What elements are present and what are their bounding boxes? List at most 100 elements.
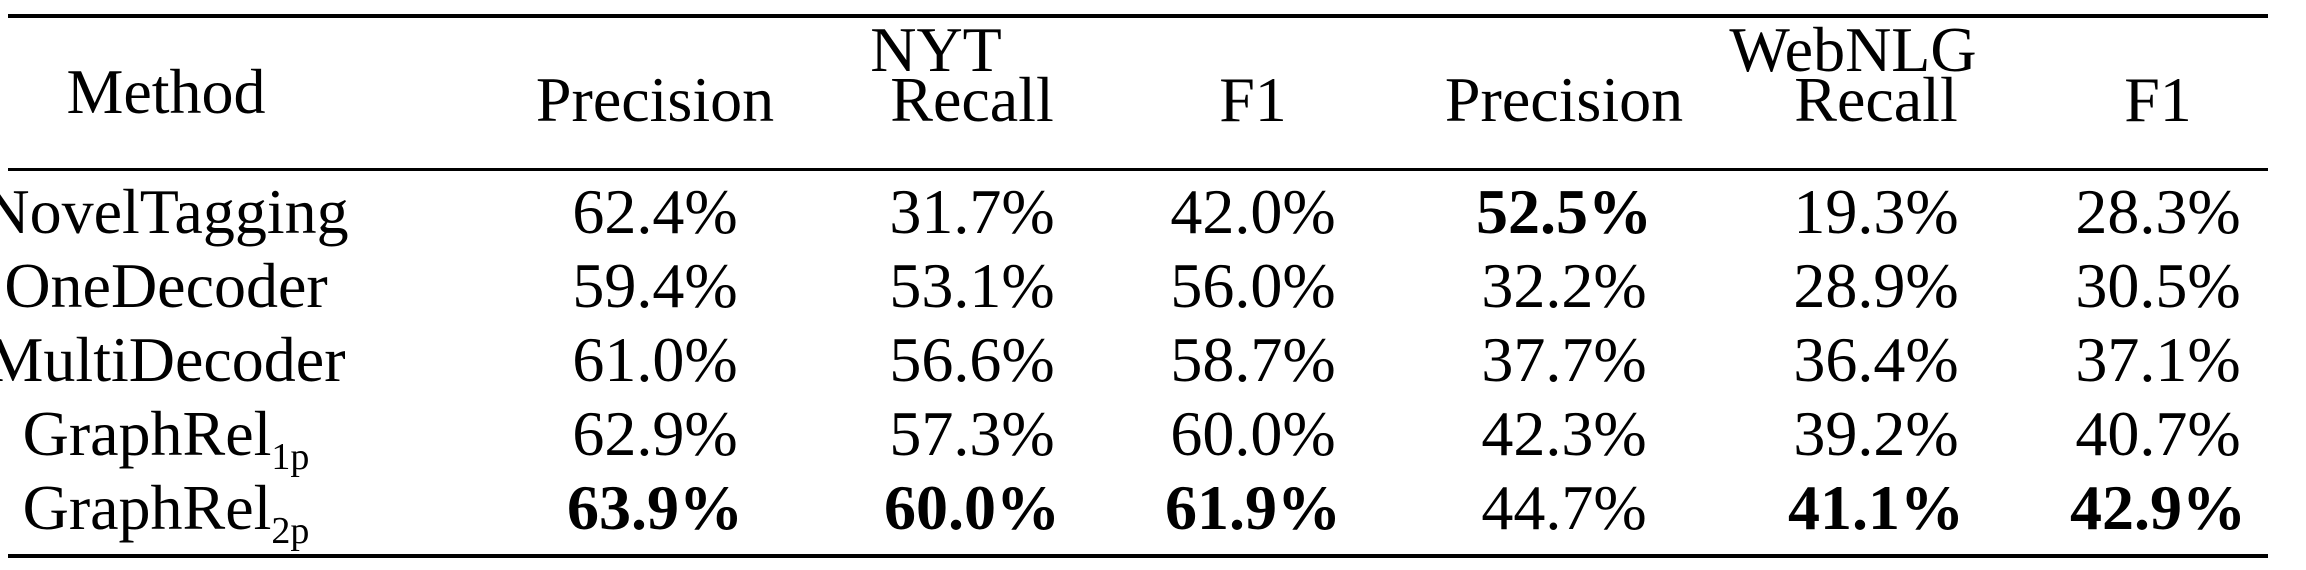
group-header-webnlg: WebNLG	[1729, 14, 1977, 85]
method-name: GraphRel1p	[23, 402, 310, 477]
percent-sign: %	[679, 472, 743, 543]
percent-sign: %	[2182, 472, 2246, 543]
percent-sign: %	[1282, 250, 1336, 321]
table-cell: 40.7%	[2075, 402, 2240, 466]
method-name-subscript: 2p	[271, 510, 310, 552]
table-cell: 37.7%	[1481, 328, 1646, 392]
cell-value: 19.3	[1793, 176, 1906, 247]
cell-value: 56.0	[1170, 250, 1283, 321]
metric-header-precision: Precision	[535, 64, 775, 135]
percent-sign: %	[1277, 472, 1341, 543]
cell-value: 57.3	[889, 398, 1002, 469]
metric-header-precision: Precision	[1444, 64, 1684, 135]
table-cell: 19.3%	[1793, 180, 1958, 244]
percent-sign: %	[684, 250, 738, 321]
table-cell: 57.3%	[889, 402, 1054, 466]
percent-sign: %	[1905, 398, 1959, 469]
group-header-nyt: NYT	[870, 14, 1002, 85]
table-cell: 36.4%	[1793, 328, 1958, 392]
percent-sign: %	[1001, 324, 1055, 395]
percent-sign: %	[996, 472, 1060, 543]
percent-sign: %	[2187, 176, 2241, 247]
percent-sign: %	[1905, 324, 1959, 395]
method-name-text: GraphRel	[22, 472, 272, 543]
method-name-text: GraphRel	[22, 398, 272, 469]
percent-sign: %	[1593, 324, 1647, 395]
metric-header-recall: Recall	[890, 64, 1054, 135]
method-name-text: OneDecoder	[4, 250, 328, 321]
table-cell: 42.3%	[1481, 402, 1646, 466]
table-header-rule	[8, 168, 2268, 171]
cell-value: 59.4	[572, 250, 685, 321]
cell-value: 56.6	[889, 324, 1002, 395]
cell-value: 53.1	[889, 250, 1002, 321]
cell-value: 60.0	[884, 472, 996, 543]
cell-value: 52.5	[1476, 176, 1588, 247]
table-cell: 60.0%	[884, 476, 1060, 540]
table-cell: 58.7%	[1170, 328, 1335, 392]
method-name: MultiDecoder	[0, 328, 346, 392]
table-cell: 41.1%	[1788, 476, 1964, 540]
table-cell: 52.5%	[1476, 180, 1652, 244]
cell-value: 61.9	[1165, 472, 1277, 543]
cell-value: 62.4	[572, 176, 685, 247]
percent-sign: %	[2187, 324, 2241, 395]
cell-value: 36.4	[1793, 324, 1906, 395]
cell-value: 40.7	[2075, 398, 2188, 469]
table-cell: 31.7%	[889, 180, 1054, 244]
cell-value: 60.0	[1170, 398, 1283, 469]
percent-sign: %	[684, 176, 738, 247]
table-cell: 60.0%	[1170, 402, 1335, 466]
cell-value: 37.1	[2075, 324, 2188, 395]
table-cell: 42.9%	[2070, 476, 2246, 540]
cell-value: 41.1	[1788, 472, 1900, 543]
percent-sign: %	[1001, 250, 1055, 321]
table-cell: 39.2%	[1793, 402, 1958, 466]
metric-header-recall: Recall	[1794, 64, 1958, 135]
cell-value: 63.9	[567, 472, 679, 543]
cell-value: 58.7	[1170, 324, 1283, 395]
percent-sign: %	[1588, 176, 1652, 247]
cell-value: 42.9	[2070, 472, 2182, 543]
table-cell: 59.4%	[572, 254, 737, 318]
method-name-text: MultiDecoder	[0, 324, 346, 395]
table-cell: 28.9%	[1793, 254, 1958, 318]
method-name-subscript: 1p	[271, 436, 310, 478]
cell-value: 42.3	[1481, 398, 1594, 469]
table-cell: 61.9%	[1165, 476, 1341, 540]
percent-sign: %	[1282, 176, 1336, 247]
cell-value: 62.9	[572, 398, 685, 469]
percent-sign: %	[684, 324, 738, 395]
table-cell: 42.0%	[1170, 180, 1335, 244]
table-cell: 30.5%	[2075, 254, 2240, 318]
table-cell: 56.0%	[1170, 254, 1335, 318]
cell-value: 30.5	[2075, 250, 2188, 321]
cell-value: 37.7	[1481, 324, 1594, 395]
table-cell: 28.3%	[2075, 180, 2240, 244]
cell-value: 31.7	[889, 176, 1002, 247]
table-cell: 56.6%	[889, 328, 1054, 392]
method-name: OneDecoder	[4, 254, 327, 318]
table-cell: 63.9%	[567, 476, 743, 540]
table-bottom-rule	[8, 554, 2268, 558]
table-cell: 44.7%	[1481, 476, 1646, 540]
percent-sign: %	[1282, 324, 1336, 395]
percent-sign: %	[1282, 398, 1336, 469]
percent-sign: %	[684, 398, 738, 469]
cell-value: 39.2	[1793, 398, 1906, 469]
percent-sign: %	[1905, 250, 1959, 321]
cell-value: 61.0	[572, 324, 685, 395]
cell-value: 28.3	[2075, 176, 2188, 247]
percent-sign: %	[1900, 472, 1964, 543]
method-column-header: Method	[66, 56, 266, 127]
percent-sign: %	[1593, 398, 1647, 469]
method-name: NovelTagging	[0, 180, 349, 244]
percent-sign: %	[1593, 250, 1647, 321]
percent-sign: %	[1905, 176, 1959, 247]
cell-value: 44.7	[1481, 472, 1594, 543]
percent-sign: %	[1001, 398, 1055, 469]
cell-value: 28.9	[1793, 250, 1906, 321]
table-cell: 53.1%	[889, 254, 1054, 318]
table-top-rule	[8, 14, 2268, 18]
percent-sign: %	[1593, 472, 1647, 543]
